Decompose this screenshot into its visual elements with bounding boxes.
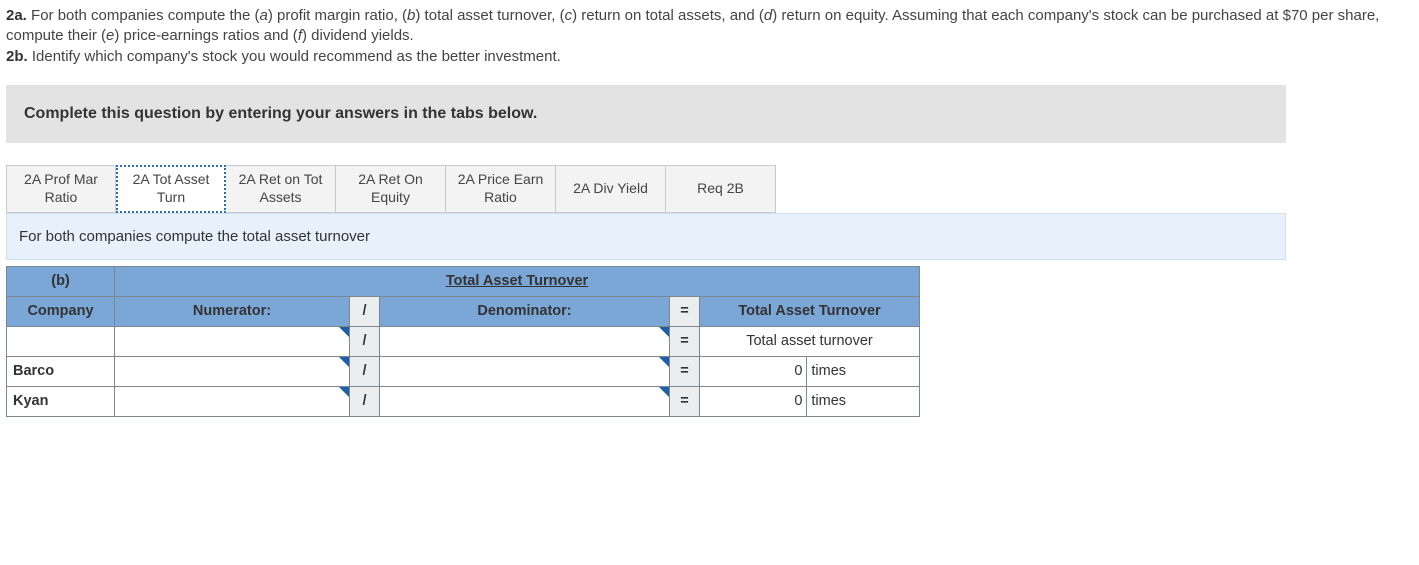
result-label-blank: Total asset turnover (700, 326, 920, 356)
numerator-select-blank[interactable] (115, 326, 350, 356)
tab-row: 2A Prof Mar Ratio 2A Tot Asset Turn 2A R… (6, 165, 1413, 213)
result-unit-kyan: times (807, 386, 920, 416)
cell-company-kyan: Kyan (7, 386, 115, 416)
question-text: 2a. For both companies compute the (a) p… (6, 6, 1413, 67)
dropdown-icon (339, 357, 349, 367)
dropdown-icon (659, 357, 669, 367)
numerator-select-barco[interactable] (115, 356, 350, 386)
worksheet-table: (b) Total Asset Turnover Company Numerat… (6, 266, 920, 417)
dropdown-icon (339, 327, 349, 337)
table-row: Barco / = 0 times (7, 356, 920, 386)
tab-prof-margin[interactable]: 2A Prof Mar Ratio (6, 165, 116, 213)
tab-prompt: For both companies compute the total ass… (6, 213, 1286, 260)
dropdown-icon (659, 327, 669, 337)
label-2b: 2b. (6, 48, 28, 65)
cell-company-barco: Barco (7, 356, 115, 386)
header-b-label: (b) (7, 266, 115, 296)
header-total-asset-turnover: Total Asset Turnover (115, 266, 920, 296)
equals-cell: = (670, 326, 700, 356)
label-2a: 2a. (6, 7, 27, 24)
tab-price-earn[interactable]: 2A Price Earn Ratio (446, 165, 556, 213)
denominator-select-barco[interactable] (380, 356, 670, 386)
instruction-banner: Complete this question by entering your … (6, 85, 1286, 143)
denominator-select-kyan[interactable] (380, 386, 670, 416)
header-equals: = (670, 296, 700, 326)
denominator-select-blank[interactable] (380, 326, 670, 356)
header-numerator: Numerator: (115, 296, 350, 326)
tab-total-asset-turn[interactable]: 2A Tot Asset Turn (116, 165, 226, 213)
result-value-kyan[interactable]: 0 (700, 386, 807, 416)
table-row: Kyan / = 0 times (7, 386, 920, 416)
tab-req-2b[interactable]: Req 2B (666, 165, 776, 213)
equals-cell: = (670, 386, 700, 416)
numerator-select-kyan[interactable] (115, 386, 350, 416)
slash-cell: / (350, 386, 380, 416)
header-slash: / (350, 296, 380, 326)
dropdown-icon (659, 387, 669, 397)
tab-ret-on-tot-assets[interactable]: 2A Ret on Tot Assets (226, 165, 336, 213)
header-company: Company (7, 296, 115, 326)
dropdown-icon (339, 387, 349, 397)
slash-cell: / (350, 356, 380, 386)
slash-cell: / (350, 326, 380, 356)
header-result: Total Asset Turnover (700, 296, 920, 326)
result-unit-barco: times (807, 356, 920, 386)
equals-cell: = (670, 356, 700, 386)
header-denominator: Denominator: (380, 296, 670, 326)
cell-company-blank (7, 326, 115, 356)
tab-ret-on-equity[interactable]: 2A Ret On Equity (336, 165, 446, 213)
table-row: / = Total asset turnover (7, 326, 920, 356)
tab-div-yield[interactable]: 2A Div Yield (556, 165, 666, 213)
result-value-barco[interactable]: 0 (700, 356, 807, 386)
